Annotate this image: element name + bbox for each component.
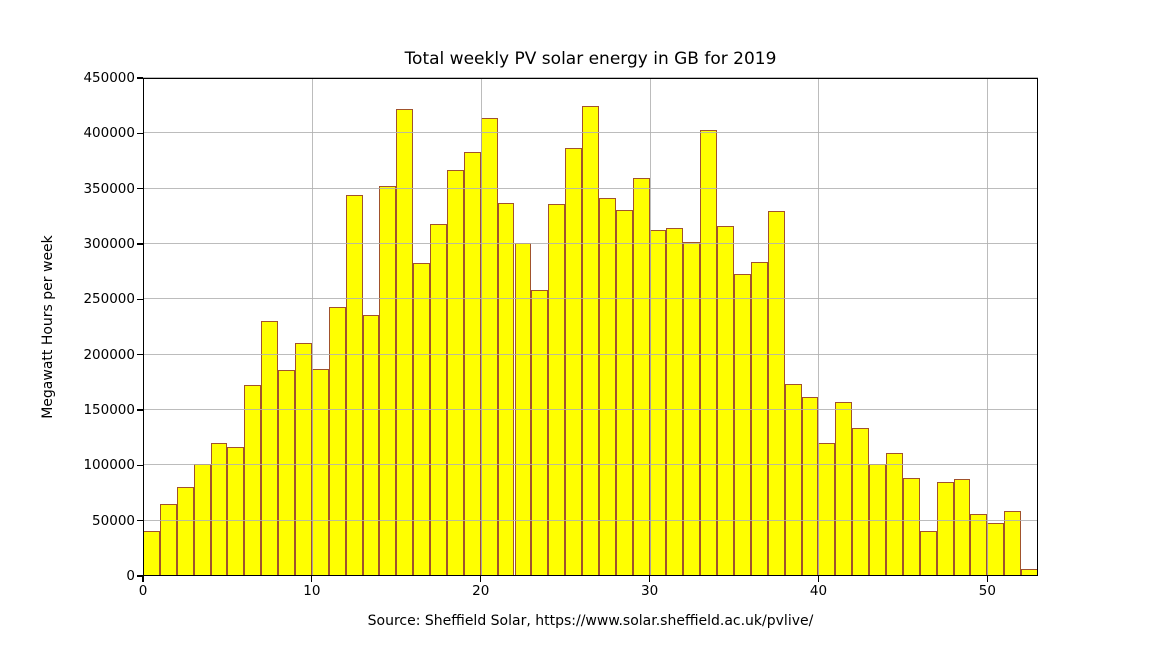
bar-week-17 xyxy=(430,223,447,576)
bar-week-4 xyxy=(210,443,228,576)
y-gridline-250000 xyxy=(143,298,1038,300)
y-gridline-450000 xyxy=(143,77,1038,78)
bar-week-11 xyxy=(328,306,346,576)
y-gridline-100000 xyxy=(143,464,1038,466)
bar-week-14 xyxy=(379,185,397,576)
x-tick-label-20: 20 xyxy=(472,583,490,599)
y-tick-mark-300000 xyxy=(137,243,143,245)
bar-week-10 xyxy=(311,369,329,576)
bar-week-35 xyxy=(734,273,751,576)
bar-week-39 xyxy=(801,396,819,576)
bar-week-9 xyxy=(294,342,312,576)
y-tick-label-450000: 450000 xyxy=(83,70,135,86)
y-tick-mark-350000 xyxy=(137,188,143,190)
bar-week-16 xyxy=(413,263,431,576)
bar-week-45 xyxy=(902,478,920,576)
x-tick-mark-10 xyxy=(311,576,313,582)
x-tick-mark-0 xyxy=(142,576,144,582)
bar-week-38 xyxy=(784,384,802,576)
bar-week-25 xyxy=(565,148,583,576)
y-axis-label: Megawatt Hours per week xyxy=(40,235,56,419)
y-tick-mark-150000 xyxy=(137,409,143,411)
bar-week-49 xyxy=(970,514,988,576)
x-tick-label-0: 0 xyxy=(138,583,148,599)
bar-week-20 xyxy=(480,117,498,576)
bar-week-0 xyxy=(143,530,160,576)
y-tick-mark-450000 xyxy=(137,77,143,79)
bar-week-6 xyxy=(244,384,262,576)
y-gridline-400000 xyxy=(143,132,1038,134)
x-tick-mark-50 xyxy=(986,576,988,582)
y-tick-label-250000: 250000 xyxy=(83,291,135,308)
y-tick-label-400000: 400000 xyxy=(83,125,135,142)
bar-week-26 xyxy=(582,105,599,576)
bar-week-41 xyxy=(835,402,853,576)
bar-week-8 xyxy=(278,370,295,576)
bar-week-29 xyxy=(632,177,650,576)
bar-week-37 xyxy=(767,211,785,576)
bar-week-31 xyxy=(666,227,684,576)
x-tick-mark-20 xyxy=(480,576,482,582)
x-tick-label-40: 40 xyxy=(809,583,828,599)
y-tick-label-300000: 300000 xyxy=(83,236,135,252)
y-tick-label-100000: 100000 xyxy=(83,457,135,474)
bar-week-28 xyxy=(615,209,633,576)
y-tick-mark-100000 xyxy=(137,464,143,466)
bar-week-50 xyxy=(987,522,1005,576)
bar-week-47 xyxy=(936,481,954,576)
bar-week-46 xyxy=(919,531,937,576)
x-gridline-30 xyxy=(649,78,651,576)
bar-week-2 xyxy=(176,486,194,576)
x-tick-mark-40 xyxy=(817,576,820,582)
x-gridline-10 xyxy=(311,78,313,576)
bar-week-52 xyxy=(1021,568,1038,576)
y-gridline-350000 xyxy=(143,187,1038,189)
x-tick-mark-30 xyxy=(649,576,651,582)
bar-week-36 xyxy=(750,261,768,576)
bar-week-1 xyxy=(159,504,177,576)
y-tick-mark-400000 xyxy=(137,132,143,134)
bar-week-30 xyxy=(649,229,667,576)
y-tick-mark-0 xyxy=(137,575,143,577)
bar-week-23 xyxy=(531,289,549,576)
bar-week-18 xyxy=(446,170,464,576)
y-tick-label-350000: 350000 xyxy=(83,180,135,197)
y-gridline-50000 xyxy=(143,519,1038,521)
bar-week-15 xyxy=(396,109,414,576)
y-tick-label-0: 0 xyxy=(126,568,135,584)
y-tick-mark-200000 xyxy=(137,354,143,356)
bar-week-42 xyxy=(852,427,870,576)
y-gridline-200000 xyxy=(143,353,1038,355)
y-tick-label-50000: 50000 xyxy=(92,512,135,529)
bar-week-5 xyxy=(227,447,245,576)
bar-week-19 xyxy=(463,152,481,576)
bar-week-7 xyxy=(261,320,279,576)
y-tick-mark-50000 xyxy=(137,520,143,522)
x-tick-label-50: 50 xyxy=(978,583,996,599)
y-tick-label-200000: 200000 xyxy=(83,346,135,363)
y-tick-mark-250000 xyxy=(137,298,143,300)
x-tick-label-30: 30 xyxy=(641,583,659,599)
x-gridline-50 xyxy=(987,78,989,576)
x-gridline-20 xyxy=(480,78,482,576)
y-tick-label-150000: 150000 xyxy=(83,402,135,418)
bar-week-34 xyxy=(717,225,735,576)
x-axis-label: Source: Sheffield Solar, https://www.sol… xyxy=(367,613,814,629)
x-tick-label-10: 10 xyxy=(303,583,321,599)
x-gridline-40 xyxy=(818,78,820,576)
bar-week-40 xyxy=(818,443,836,576)
bar-week-44 xyxy=(886,453,903,576)
y-gridline-150000 xyxy=(143,409,1038,410)
chart-title: Total weekly PV solar energy in GB for 2… xyxy=(404,49,777,69)
y-gridline-300000 xyxy=(143,243,1038,244)
bar-week-48 xyxy=(953,478,971,576)
plot-area xyxy=(143,77,1038,576)
